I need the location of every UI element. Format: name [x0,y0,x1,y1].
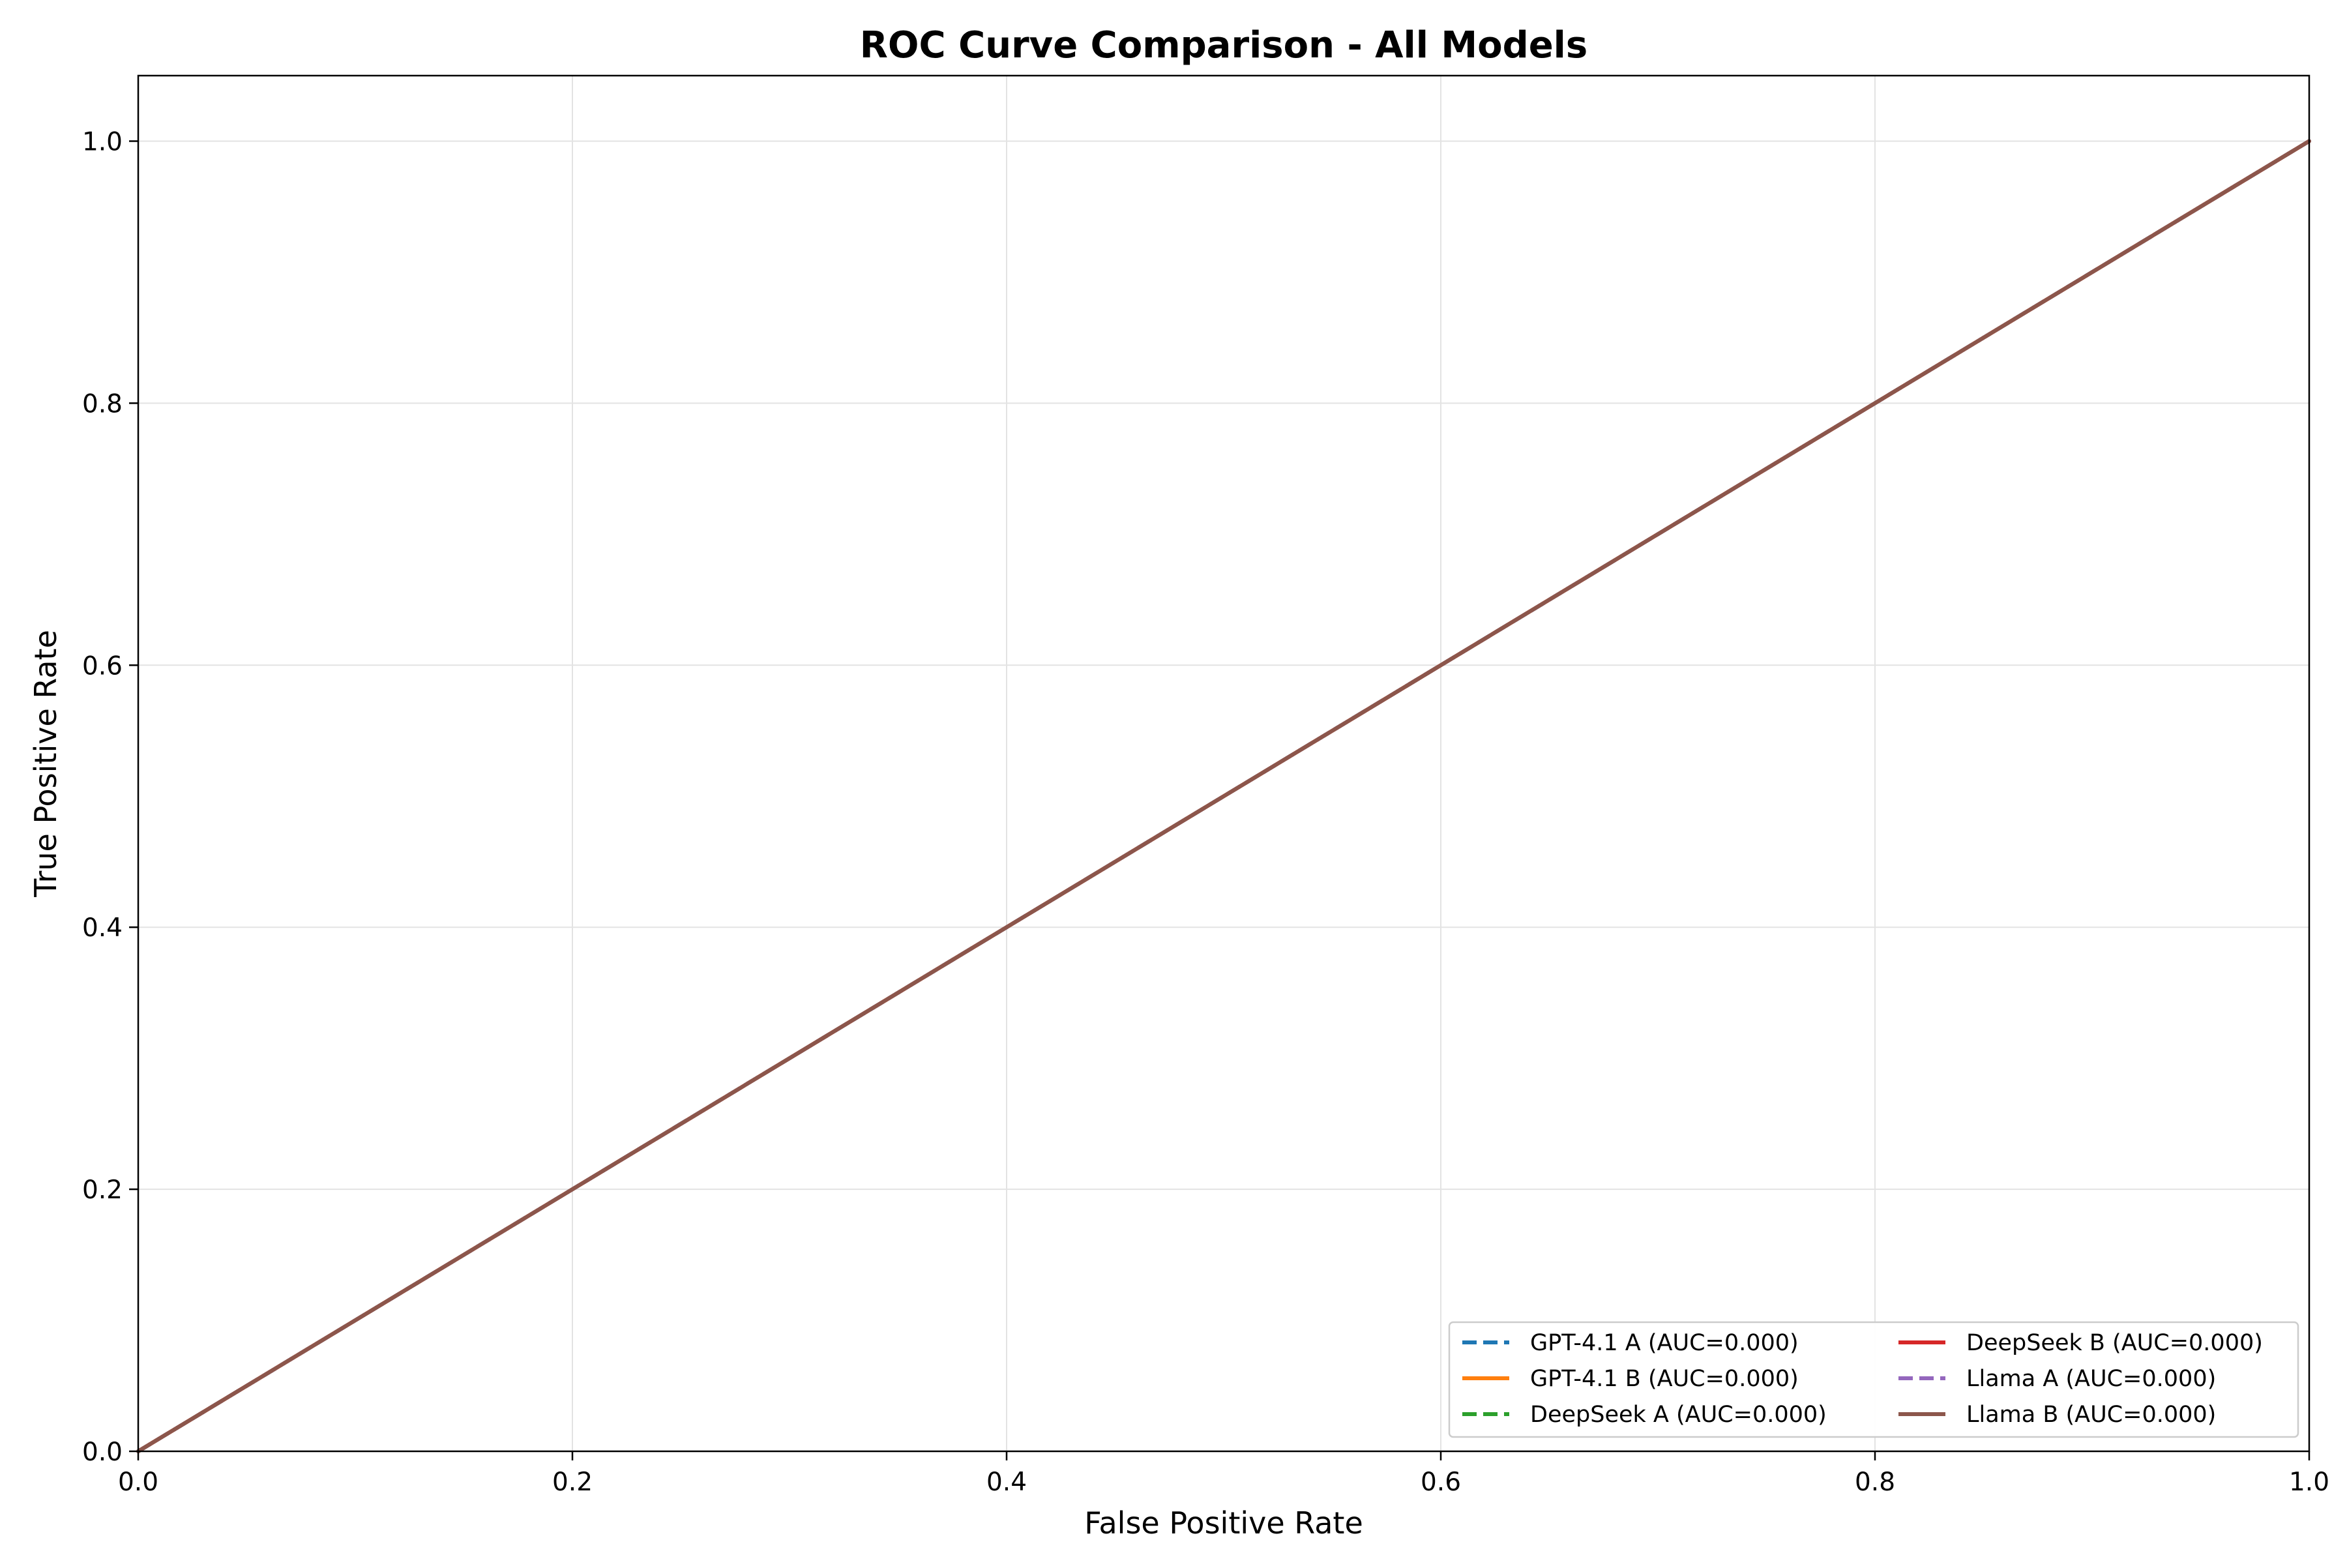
legend-box [1448,1321,2299,1438]
plot-frame [137,74,2310,1453]
y-tick-label: 0.4 [82,913,123,943]
x-tick-label: 0.6 [1421,1468,1461,1497]
series-line [136,139,2311,1453]
series-lines [136,139,2311,1453]
x-tick-label: 0.2 [552,1468,593,1497]
x-tick-label: 0.8 [1855,1468,1895,1497]
legend: GPT-4.1 A (AUC=0.000) GPT-4.1 B (AUC=0.00… [1448,1321,2299,1438]
y-tick-label: 0.2 [82,1176,123,1205]
x-tick-label: 0.0 [118,1468,158,1497]
legend-label: DeepSeek B (AUC=0.000) [1966,1330,2263,1356]
x-tick-label: 1.0 [2289,1468,2329,1497]
legend-label: DeepSeek A (AUC=0.000) [1530,1402,1827,1428]
chart-title: ROC Curve Comparison - All Models [860,24,1587,67]
legend-label: Llama B (AUC=0.000) [1966,1402,2216,1428]
axis-ticks: 0.0 0.2 0.4 0.6 0.8 1.0 0.0 0.2 0.4 0.6 0.8 1.0 [82,127,2329,1497]
y-axis-label: True Positive Rate [28,630,63,898]
y-tick-label: 1.0 [82,127,123,156]
legend-label: GPT-4.1 A (AUC=0.000) [1530,1330,1799,1356]
grid-lines [138,76,2310,1452]
x-tick-label: 0.4 [986,1468,1027,1497]
legend-label: GPT-4.1 B (AUC=0.000) [1530,1366,1799,1392]
legend-label: Llama A (AUC=0.000) [1966,1366,2216,1392]
y-tick-label: 0.0 [82,1438,123,1467]
y-tick-label: 0.6 [82,651,123,681]
y-tick-label: 0.8 [82,389,123,419]
x-axis-label: False Positive Rate [1084,1505,1363,1541]
